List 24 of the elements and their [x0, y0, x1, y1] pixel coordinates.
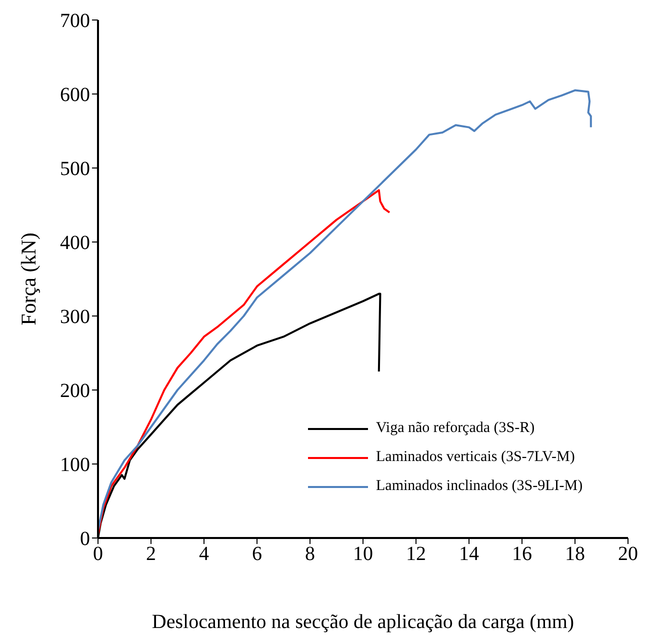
y-tick-label: 500	[60, 158, 90, 180]
legend-label: Laminados inclinados (3S-9LI-M)	[376, 478, 583, 495]
legend-label: Viga não reforçada (3S-R)	[376, 420, 535, 437]
y-tick-label: 700	[60, 10, 90, 32]
line-series	[98, 89, 592, 532]
y-tick-label: 0	[80, 528, 90, 550]
x-tick-label: 2	[146, 543, 156, 566]
y-axis-title: Força (kN)	[16, 232, 40, 326]
y-tick-label: 600	[60, 84, 90, 106]
x-axis-title: Deslocamento na secção de aplicação da carga (mm)	[152, 611, 574, 633]
y-tick-label: 100	[60, 454, 90, 476]
x-tick-label: 10	[353, 543, 373, 566]
legend-label: Laminados verticais (3S-7LV-M)	[376, 449, 575, 466]
x-tick-label: 18	[565, 543, 585, 566]
y-tick-label: 400	[60, 232, 90, 254]
x-tick-label: 14	[459, 543, 479, 566]
x-tick-label: 4	[199, 543, 209, 566]
x-tick-label: 8	[305, 543, 315, 566]
x-tick-label: 12	[406, 543, 426, 566]
y-tick-label: 200	[60, 380, 90, 402]
x-tick-label: 16	[512, 543, 532, 566]
y-tick-label: 300	[60, 306, 90, 328]
x-tick-label: 6	[252, 543, 262, 566]
x-tick-label: 20	[618, 543, 638, 566]
